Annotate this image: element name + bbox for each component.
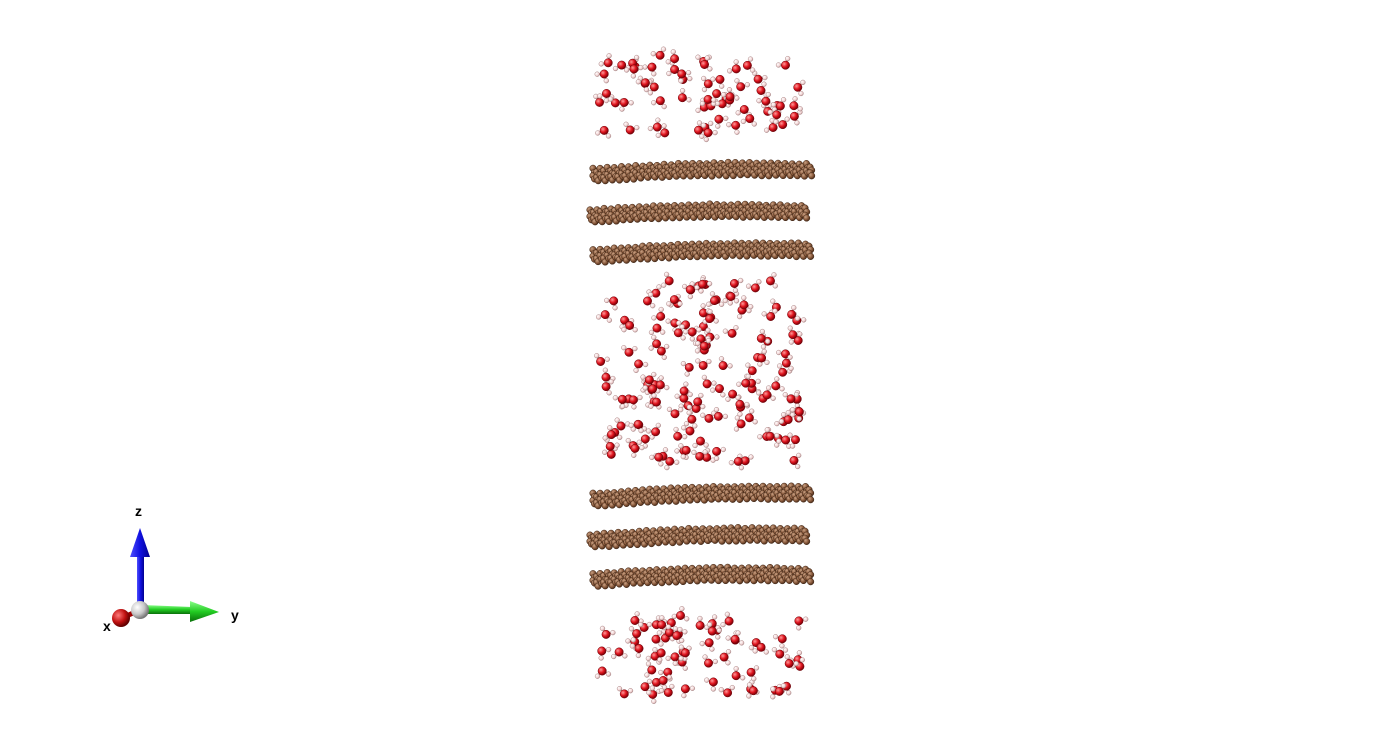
bond-lines [589,48,813,702]
